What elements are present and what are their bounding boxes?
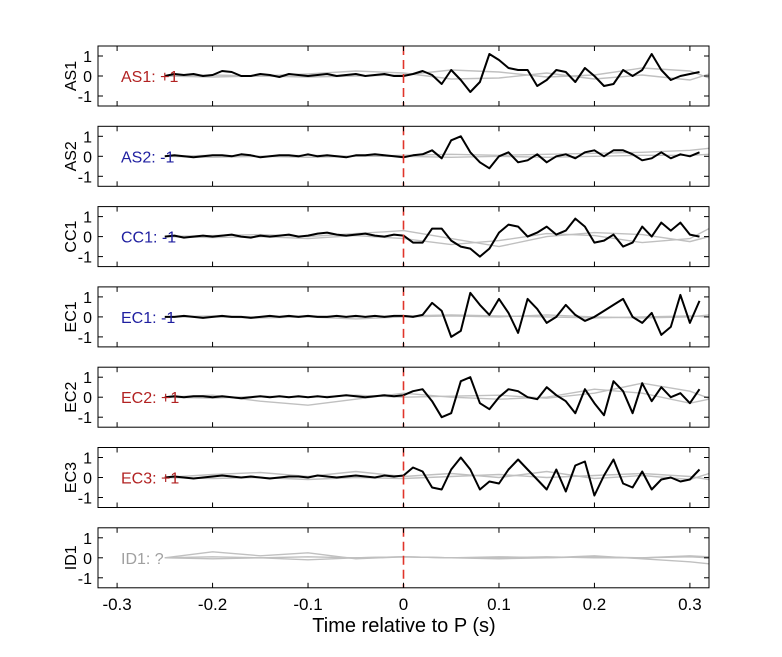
background-trace-ec3-1 [164, 470, 709, 481]
y-tick-label-id1-1: 0 [83, 551, 92, 568]
trace-ec2 [164, 376, 701, 419]
y-tick-label-ec3-0: -1 [78, 491, 92, 508]
x-tick-label-1: -0.2 [198, 595, 227, 614]
y-tick-label-ec2-2: 1 [83, 370, 92, 387]
annotation-cc1: CC1: -1 [121, 230, 176, 247]
y-axis-label-cc1: CC1 [63, 220, 80, 252]
annotation-ec3: EC3: +1 [121, 471, 179, 488]
x-axis-label: Time relative to P (s) [312, 615, 495, 637]
annotation-as2: AS2: -1 [121, 149, 174, 166]
y-tick-label-as2-1: 0 [83, 149, 92, 166]
y-tick-label-ec3-1: 0 [83, 471, 92, 488]
annotation-as1: AS1: +1 [121, 69, 178, 86]
y-tick-label-ec2-1: 0 [83, 390, 92, 407]
y-axis-label-ec1: EC1 [63, 301, 80, 332]
y-axis-label-as1: AS1 [63, 61, 80, 91]
annotation-id1: ID1: ? [121, 551, 164, 568]
trace-cc1 [164, 217, 700, 258]
x-tick-label-5: 0.2 [583, 595, 607, 614]
background-trace-ec2-2 [164, 382, 709, 399]
x-tick-label-3: 0 [399, 595, 408, 614]
y-tick-label-cc1-2: 1 [83, 210, 92, 227]
annotation-ec1: EC1: -1 [121, 310, 175, 327]
trace-ec1 [164, 291, 701, 338]
y-tick-label-as1-0: -1 [78, 89, 92, 106]
y-axis-label-id1: ID1 [63, 545, 80, 570]
y-tick-label-id1-0: -1 [78, 571, 92, 588]
trace-as1 [164, 53, 700, 93]
y-axis-label-ec3: EC3 [63, 462, 80, 493]
y-tick-label-cc1-0: -1 [78, 250, 92, 267]
y-tick-label-as1-1: 0 [83, 69, 92, 86]
x-tick-label-6: 0.3 [678, 595, 702, 614]
y-tick-label-ec1-0: -1 [78, 330, 92, 347]
x-tick-label-4: 0.1 [487, 595, 511, 614]
y-tick-label-cc1-1: 0 [83, 230, 92, 247]
trace-ec3 [164, 456, 701, 497]
y-tick-label-ec2-0: -1 [78, 410, 92, 427]
y-tick-label-as2-2: 1 [83, 129, 92, 146]
annotation-ec2: EC2: +1 [121, 390, 179, 407]
y-tick-label-ec3-2: 1 [83, 451, 92, 468]
background-trace-ec2-1 [164, 388, 709, 406]
background-trace-id1-3 [164, 556, 709, 559]
y-axis-label-ec2: EC2 [63, 382, 80, 413]
x-axis: -0.3 -0.2 -0.1 0 0.1 0.2 0.3 [102, 595, 701, 614]
y-tick-label-id1-2: 1 [83, 531, 92, 548]
x-tick-label-0: -0.3 [102, 595, 131, 614]
y-axis-label-as2: AS2 [63, 141, 80, 171]
trace-as2 [164, 135, 700, 170]
y-tick-label-as1-2: 1 [83, 49, 92, 66]
y-tick-label-ec1-1: 0 [83, 310, 92, 327]
y-tick-label-ec1-2: 1 [83, 290, 92, 307]
y-tick-label-as2-0: -1 [78, 169, 92, 186]
x-tick-label-2: -0.1 [293, 595, 322, 614]
